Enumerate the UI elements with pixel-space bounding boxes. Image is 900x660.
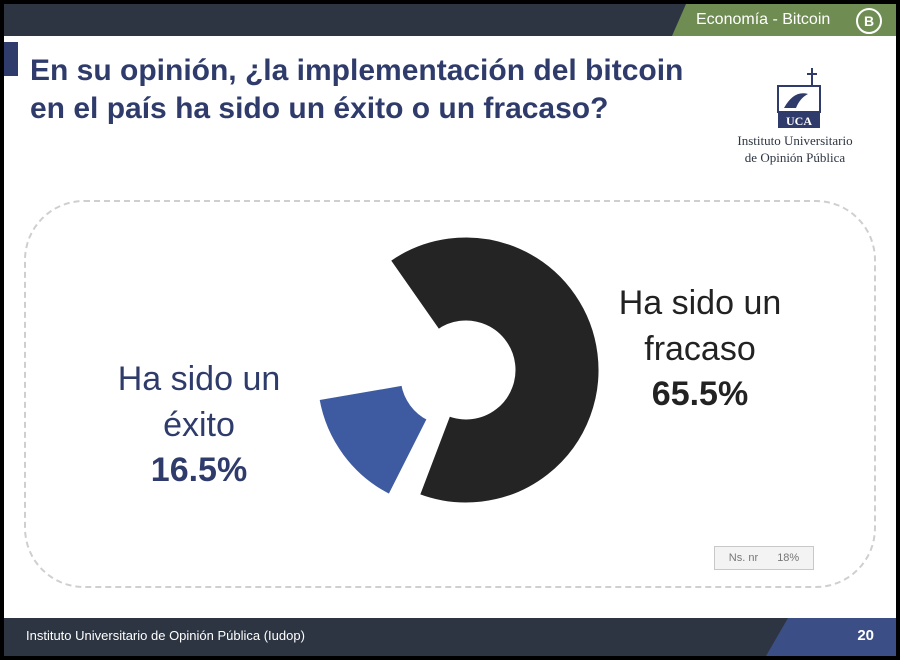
donut-slice-fracaso — [387, 234, 602, 506]
nsnr-note: Ns. nr 18% — [714, 546, 814, 570]
slice-label-fracaso: Ha sido un fracaso 65.5% — [600, 280, 800, 416]
donut-chart — [316, 234, 602, 506]
slice-label-exito-line2: éxito — [163, 406, 235, 444]
logo-text: UCA — [786, 114, 812, 128]
nsnr-value: 18% — [777, 552, 800, 564]
donut-slice-exito — [316, 382, 431, 498]
uca-logo-icon: UCA — [777, 68, 821, 128]
page-title: En su opinión, ¿la implementación del bi… — [30, 54, 684, 125]
bitcoin-icon: B — [856, 8, 882, 34]
slice-value-exito: 16.5% — [150, 451, 248, 489]
title-accent-bar — [4, 42, 18, 76]
institute-line-1: Instituto Universitario — [737, 133, 853, 148]
institute-line-2: de Opinión Pública — [744, 150, 846, 165]
nsnr-label: Ns. nr — [728, 552, 759, 564]
footer: Instituto Universitario de Opinión Públi… — [4, 618, 896, 656]
page-number: 20 — [857, 627, 874, 644]
section-label: Economía - Bitcoin — [696, 11, 831, 28]
slice-value-fracaso: 65.5% — [651, 375, 749, 413]
slice-label-exito: Ha sido un éxito 16.5% — [104, 356, 294, 492]
slide: Economía - Bitcoin B En su opinión, ¿la … — [4, 4, 896, 656]
footer-text: Instituto Universitario de Opinión Públi… — [26, 628, 305, 643]
chart-panel — [24, 200, 876, 588]
slice-label-exito-line1: Ha sido un — [117, 360, 281, 398]
footer-accent — [766, 618, 896, 656]
top-band — [4, 4, 704, 36]
institute-name: Instituto Universitario de Opinión Públi… — [720, 132, 870, 166]
slice-label-fracaso-line1: Ha sido un — [618, 284, 782, 322]
slice-label-fracaso-line2: fracaso — [644, 330, 756, 368]
